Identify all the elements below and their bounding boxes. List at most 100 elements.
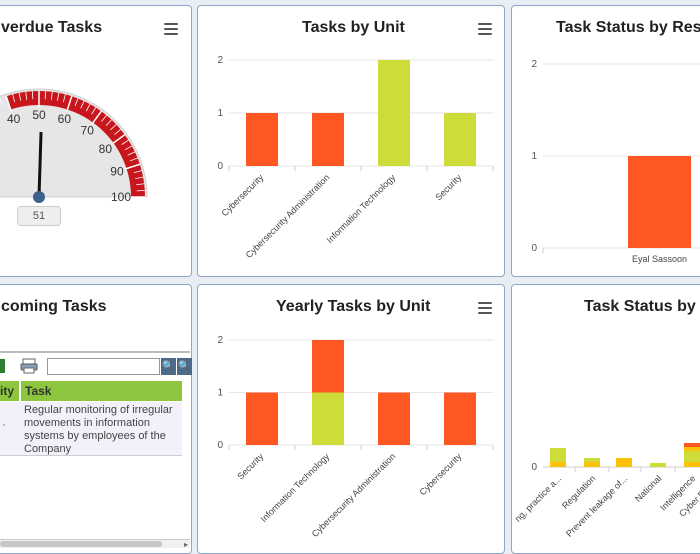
gauge-tick <box>5 95 12 112</box>
gauge-tick <box>135 176 144 180</box>
gauge-tick <box>101 115 107 122</box>
bar <box>444 392 476 445</box>
task-status-by-responsible-panel: Task Status by Resp 0 1 2 Eyal Sassoon <box>511 5 700 277</box>
gauge-pivot <box>33 191 45 203</box>
gauge-tick-label: 60 <box>58 112 72 126</box>
bar <box>378 60 410 166</box>
gauge-tick <box>91 110 102 125</box>
cell-priority: · <box>2 419 6 431</box>
x-tick-label: Information Technology <box>325 172 398 245</box>
print-icon[interactable] <box>20 358 38 374</box>
scroll-right-arrow-icon[interactable]: ▸ <box>183 540 188 549</box>
gauge-tick <box>56 92 60 101</box>
gauge-tick-label: 70 <box>81 124 95 138</box>
bar <box>628 156 691 248</box>
bar <box>312 340 344 393</box>
cell-task-line: Company <box>24 443 72 455</box>
gauge-tick-label: 90 <box>110 165 124 179</box>
x-tick-label: Cybersecurity <box>417 451 463 497</box>
panel-title: Task Status by I <box>584 298 700 315</box>
x-tick-label: ng, practice a... <box>513 473 564 524</box>
bar <box>246 113 278 166</box>
bar <box>684 447 700 451</box>
gauge-tick <box>25 91 28 100</box>
gauge-tick <box>121 139 129 145</box>
task-status-by-responsible-chart: 0 1 2 Eyal Sassoon <box>531 59 700 264</box>
gauge-tick-label: 100 <box>111 190 131 204</box>
y-tick-label: 1 <box>531 151 537 162</box>
x-tick-label: National <box>633 473 663 503</box>
x-tick-label: Eyal Sassoon <box>632 254 687 264</box>
gauge-tick <box>133 170 142 174</box>
x-tick-label: Cybersecurity <box>219 172 265 218</box>
bar <box>616 458 632 467</box>
tasks-by-unit-panel: Tasks by Unit 0 1 2 Cybersecurity Cybersecur… <box>197 5 505 277</box>
bar <box>444 113 476 166</box>
bar <box>550 462 566 467</box>
gauge-tick <box>124 145 133 151</box>
gauge-tick <box>91 107 97 115</box>
bar <box>312 113 344 166</box>
gauge-tick <box>44 91 47 100</box>
overdue-tasks-panel: verdue Tasks 40 50 60 70 80 90 100 51 <box>0 5 192 277</box>
gauge-value-label: 51 <box>17 206 61 226</box>
x-tick-label: Security <box>433 172 463 202</box>
x-tick-label: Security <box>235 451 265 481</box>
bar <box>312 392 344 445</box>
bar <box>378 392 410 445</box>
gauge-tick-label: 40 <box>7 112 21 126</box>
gauge-tick <box>136 183 145 186</box>
gauge-tick <box>127 151 136 156</box>
search-advanced-icon[interactable]: 🔍 <box>177 358 192 375</box>
table-row[interactable]: · Regular monitoring of irregular moveme… <box>0 402 182 456</box>
export-excel-icon[interactable] <box>0 359 5 373</box>
x-tick-label: Prevent leakage of... <box>564 473 629 538</box>
column-header-task[interactable]: Task <box>21 381 182 401</box>
bar <box>550 448 566 462</box>
gauge-tick <box>105 119 112 126</box>
column-header-priority[interactable]: ity <box>0 381 19 401</box>
gauge-tick <box>31 91 34 100</box>
y-tick-label: 1 <box>217 108 223 119</box>
bar <box>684 443 700 447</box>
gauge-tick <box>111 134 126 145</box>
bar <box>684 451 700 462</box>
gauge-tick <box>50 91 53 100</box>
menu-icon[interactable] <box>164 23 178 35</box>
y-tick-label: 2 <box>531 59 537 70</box>
task-status-by-other-panel: Task Status by I 0 ng, practice a... Regul… <box>511 284 700 554</box>
bar <box>246 392 278 445</box>
panel-title: Task Status by Resp <box>556 19 700 36</box>
gauge-tick <box>136 189 145 192</box>
gauge-tick <box>124 163 141 170</box>
gauge-tick-label: 50 <box>32 108 46 122</box>
search-icon[interactable]: 🔍 <box>161 358 176 375</box>
overdue-gauge: 40 50 60 70 80 90 100 <box>0 88 148 204</box>
panel-title: Tasks by Unit <box>302 19 405 36</box>
y-tick-label: 1 <box>217 388 223 399</box>
y-tick-label: 0 <box>531 243 537 254</box>
gauge-red-band <box>6 91 145 197</box>
gauge-tick-label: 80 <box>99 142 113 156</box>
gauge-tick <box>114 129 121 135</box>
bar <box>584 458 600 462</box>
cell-task-line: Regular monitoring of irregular <box>24 404 173 416</box>
panel-title: coming Tasks <box>1 298 107 315</box>
cell-task-line: systems by employees of the <box>24 430 166 442</box>
menu-icon[interactable] <box>478 23 492 35</box>
scrollbar-thumb[interactable] <box>0 541 162 547</box>
gauge-tick <box>110 124 117 131</box>
gauge-tick <box>62 94 66 103</box>
menu-icon[interactable] <box>478 302 492 314</box>
gauge-tick <box>66 95 73 112</box>
gauge-needle <box>37 131 43 198</box>
gauge-tick <box>12 94 16 103</box>
cell-task-line: movements in information <box>24 417 150 429</box>
upcoming-toolbar <box>0 351 190 353</box>
search-input[interactable] <box>47 358 160 375</box>
horizontal-scrollbar[interactable]: ▸ <box>0 539 190 549</box>
bar <box>650 463 666 467</box>
gauge-tick <box>80 100 85 109</box>
